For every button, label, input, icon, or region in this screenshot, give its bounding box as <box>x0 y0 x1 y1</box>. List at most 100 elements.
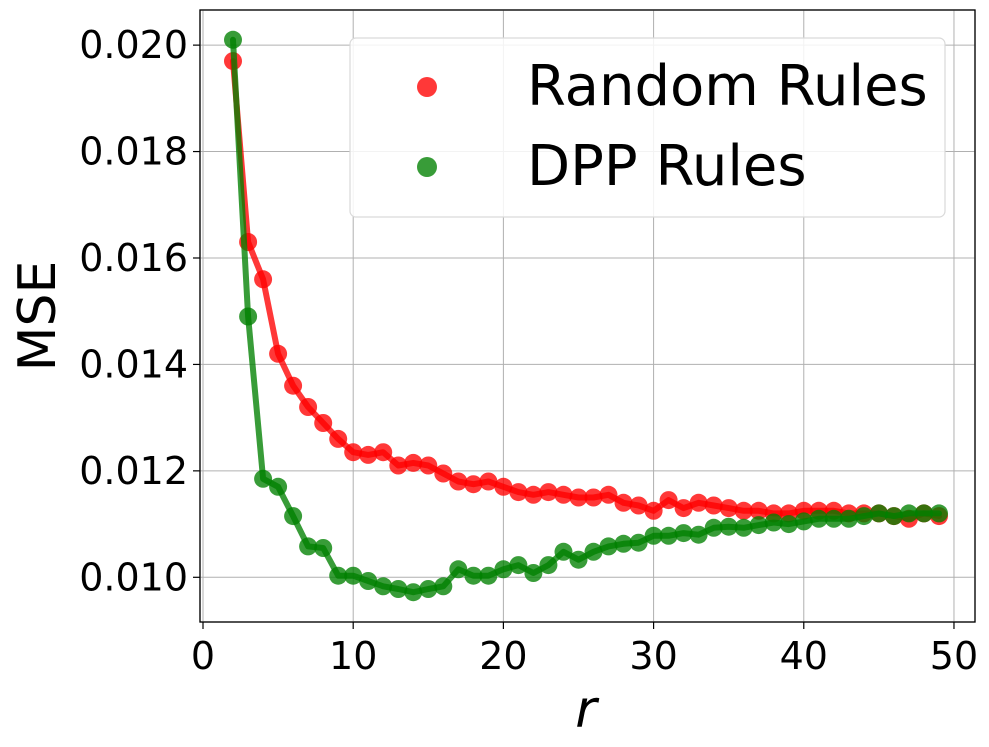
data-point-dpp-rules <box>524 564 543 582</box>
data-point-dpp-rules <box>824 509 843 528</box>
data-point-random-rules <box>359 445 378 464</box>
data-point-dpp-rules <box>554 542 573 561</box>
y-tick-label: 0.018 <box>79 130 188 174</box>
data-point-random-rules <box>344 443 363 462</box>
data-point-random-rules <box>389 456 408 475</box>
data-point-dpp-rules <box>404 583 423 602</box>
data-point-dpp-rules <box>869 504 888 523</box>
data-point-random-rules <box>314 414 333 432</box>
data-point-dpp-rules <box>509 556 528 575</box>
data-point-dpp-rules <box>374 577 393 596</box>
y-tick-label: 0.012 <box>79 449 188 493</box>
data-point-dpp-rules <box>629 533 648 552</box>
data-point-random-rules <box>479 472 498 491</box>
data-point-dpp-rules <box>854 507 873 526</box>
x-axis-title: r <box>575 680 600 740</box>
data-point-dpp-rules <box>839 509 858 528</box>
data-point-random-rules <box>734 501 753 520</box>
data-point-dpp-rules <box>884 507 903 526</box>
data-point-dpp-rules <box>689 525 708 544</box>
y-tick-label: 0.014 <box>79 342 188 386</box>
data-point-dpp-rules <box>494 560 513 579</box>
data-point-random-rules <box>509 483 528 502</box>
data-point-dpp-rules <box>329 566 348 585</box>
legend: Random Rules DPP Rules <box>349 37 946 218</box>
data-point-random-rules <box>599 485 618 504</box>
data-point-random-rules <box>329 429 348 448</box>
data-point-dpp-rules <box>389 580 408 598</box>
legend-marker-dpp-rules <box>417 157 437 177</box>
x-tick-label: 40 <box>780 634 828 678</box>
legend-label-random-rules: Random Rules <box>527 54 928 119</box>
legend-label-dpp-rules: DPP Rules <box>527 134 807 199</box>
data-point-dpp-rules <box>449 560 468 579</box>
data-point-random-rules <box>284 376 303 395</box>
data-point-dpp-rules <box>299 537 318 556</box>
data-point-dpp-rules <box>539 556 558 575</box>
x-tick-label: 30 <box>629 634 677 678</box>
data-point-random-rules <box>494 477 513 496</box>
data-point-random-rules <box>749 501 768 520</box>
x-tick-label: 10 <box>329 634 377 678</box>
data-point-random-rules <box>404 453 423 472</box>
data-point-dpp-rules <box>719 517 738 536</box>
data-point-dpp-rules <box>584 542 603 561</box>
data-point-dpp-rules <box>749 516 768 535</box>
series-layer <box>224 30 948 602</box>
data-point-random-rules <box>704 496 723 515</box>
data-point-dpp-rules <box>284 507 303 526</box>
data-point-dpp-rules <box>419 580 438 598</box>
data-point-dpp-rules <box>899 504 918 523</box>
y-tick-label: 0.016 <box>79 236 188 280</box>
data-point-random-rules <box>674 499 693 518</box>
data-point-dpp-rules <box>224 30 242 49</box>
data-point-random-rules <box>254 270 273 289</box>
x-tick-label: 50 <box>930 634 978 678</box>
y-axis-title: MSE <box>8 261 68 372</box>
data-point-dpp-rules <box>479 566 498 585</box>
data-point-dpp-rules <box>359 572 378 590</box>
plot-frame-border <box>199 9 976 623</box>
data-point-random-rules <box>584 488 603 507</box>
data-point-dpp-rules <box>659 526 678 545</box>
data-point-dpp-rules <box>809 509 828 528</box>
data-point-dpp-rules <box>434 577 453 596</box>
data-point-random-rules <box>539 483 558 502</box>
y-tick-label: 0.010 <box>79 555 188 599</box>
data-point-random-rules <box>434 464 453 483</box>
data-point-dpp-rules <box>344 566 363 585</box>
data-point-random-rules <box>374 443 393 462</box>
y-tick-label: 0.020 <box>79 23 188 67</box>
data-point-random-rules <box>644 501 663 520</box>
data-point-random-rules <box>689 493 708 512</box>
data-point-random-rules <box>554 485 573 504</box>
series-dpp-rules <box>224 30 948 602</box>
data-point-dpp-rules <box>794 512 813 531</box>
data-point-random-rules <box>464 475 483 494</box>
data-point-dpp-rules <box>269 477 288 496</box>
data-point-dpp-rules <box>569 550 588 569</box>
data-point-random-rules <box>269 344 288 363</box>
data-point-random-rules <box>659 491 678 510</box>
data-point-dpp-rules <box>614 534 633 553</box>
data-point-dpp-rules <box>779 515 798 534</box>
data-point-random-rules <box>719 499 738 518</box>
data-point-random-rules <box>614 493 633 512</box>
data-point-dpp-rules <box>674 524 693 543</box>
data-point-random-rules <box>629 496 648 515</box>
axis-ticks: 0 10 20 30 40 50 0.010 0.012 0.014 0.016 0.018 0.02… <box>79 23 978 678</box>
data-point-random-rules <box>299 398 318 416</box>
data-point-dpp-rules <box>734 518 753 537</box>
data-point-dpp-rules <box>764 513 783 532</box>
legend-marker-random-rules <box>417 77 437 97</box>
x-tick-label: 0 <box>191 634 215 678</box>
data-point-dpp-rules <box>314 539 333 557</box>
data-point-dpp-rules <box>914 504 933 523</box>
data-point-dpp-rules <box>704 518 723 537</box>
data-point-dpp-rules <box>464 566 483 585</box>
data-point-dpp-rules <box>644 526 663 545</box>
data-point-random-rules <box>569 488 588 507</box>
data-point-random-rules <box>524 485 543 504</box>
data-point-dpp-rules <box>599 537 618 556</box>
